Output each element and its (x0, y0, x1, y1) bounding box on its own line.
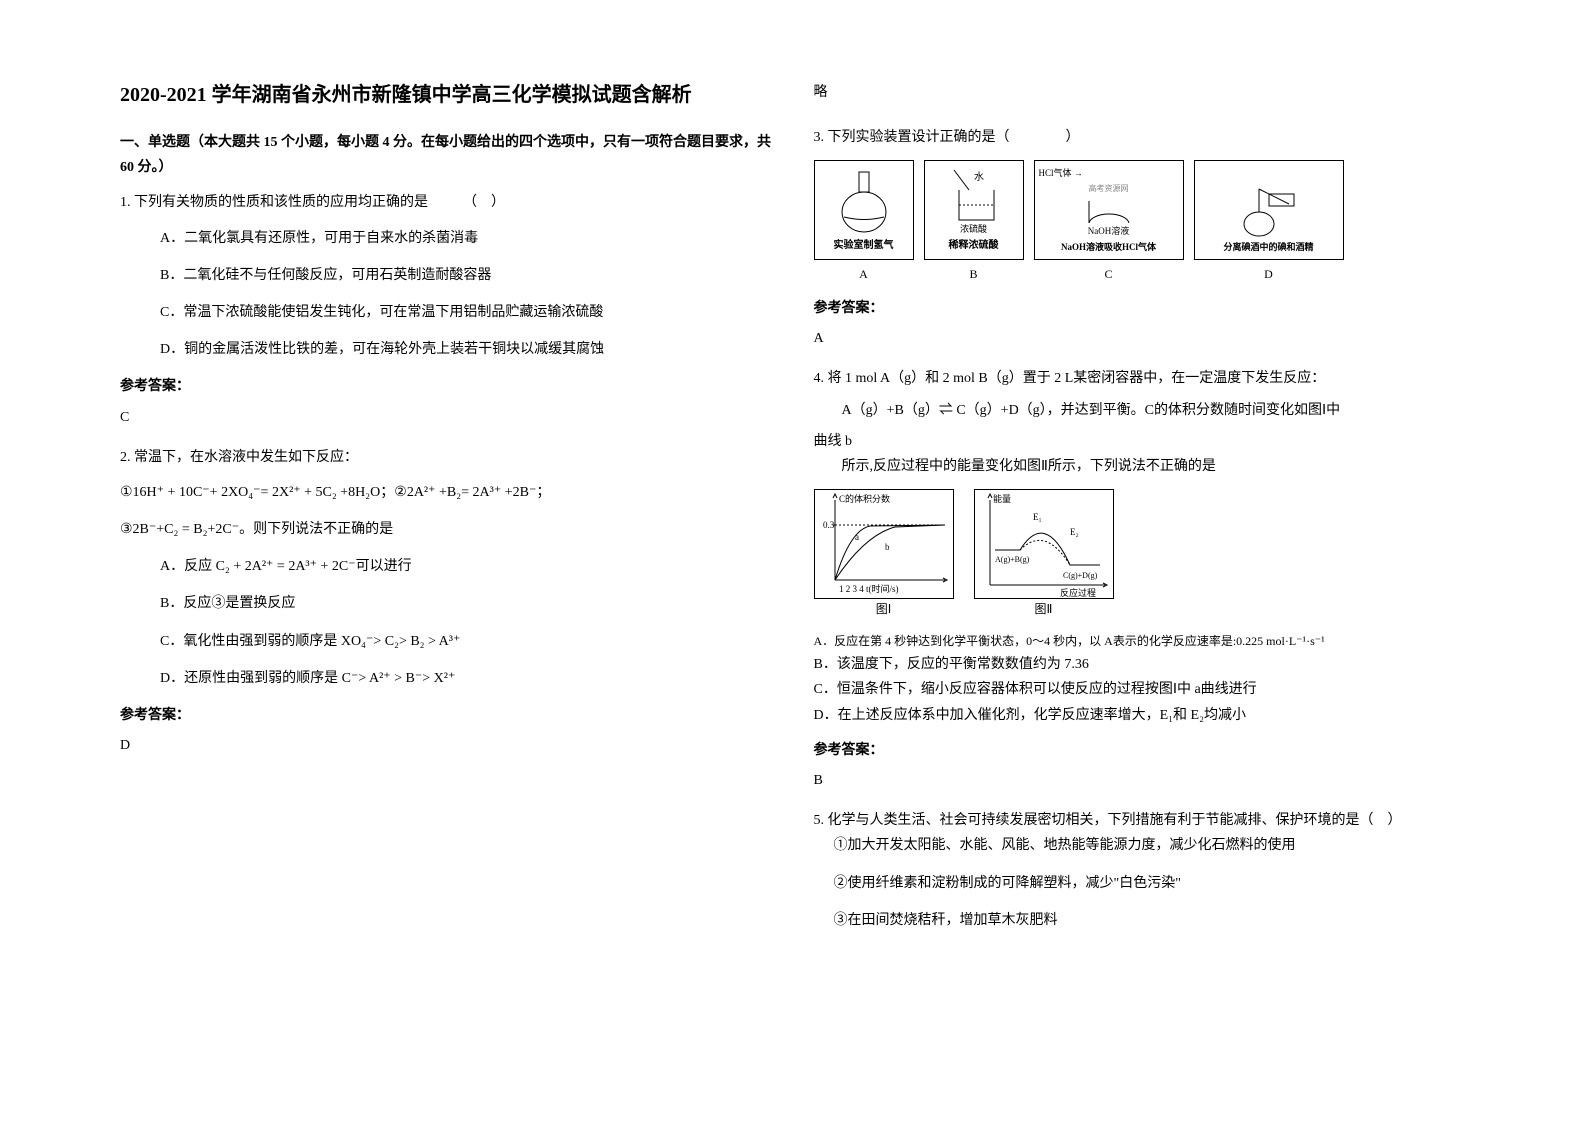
apparatus-a: 实验室制氢气 (814, 160, 914, 260)
q2-text: 2. 常温下，在水溶液中发生如下反应： (120, 445, 774, 470)
q2-eq2: ③2B⁻+C₂ = B₂+2C⁻。则下列说法不正确的是 (120, 517, 774, 542)
apparatus-b-wrap: 水 浓硫酸 稀释浓硫酸 B (924, 160, 1024, 286)
exam-title: 2020-2021 学年湖南省永州市新隆镇中学高三化学模拟试题含解析 (120, 80, 774, 110)
distill-icon (1239, 169, 1299, 239)
q4-opt-b: B．该温度下，反应的平衡常数数值约为 7.36 (814, 652, 1468, 677)
app-b-label: B (924, 264, 1024, 286)
chart1: C的体积分数 0.3 a b 1 2 3 4 t(时间/s) (814, 489, 954, 599)
question-5: 5. 化学与人类生活、社会可持续发展密切相关，下列措施有利于节能减排、保护环境的… (814, 808, 1468, 933)
q2-opt-b: B．反应③是置换反应 (160, 591, 774, 616)
apparatus-d-wrap: 分离碘酒中的碘和酒精 D (1194, 160, 1344, 286)
q1-text: 1. 下列有关物质的性质和该性质的应用均正确的是 （ ） (120, 190, 774, 215)
beaker-icon: 水 (934, 165, 1014, 221)
q4-answer-label: 参考答案： (814, 738, 1468, 763)
apparatus-d: 分离碘酒中的碘和酒精 (1194, 160, 1344, 260)
q4-opt-d: D．在上述反应体系中加入催化剂，化学反应速率增大，E₁和 E₂均减小 (814, 703, 1468, 728)
flask-icon (834, 167, 894, 237)
q3-text: 3. 下列实验装置设计正确的是（ ） (814, 125, 1468, 150)
app-c-res: 高考资源网 (1089, 182, 1129, 196)
svg-text:C的体积分数: C的体积分数 (839, 493, 890, 504)
q1-opt-b: B．二氧化硅不与任何酸反应，可用石英制造耐酸容器 (160, 263, 774, 288)
question-1: 1. 下列有关物质的性质和该性质的应用均正确的是 （ ） A．二氧化氯具有还原性… (120, 190, 774, 429)
svg-text:E₂: E₂ (1070, 527, 1079, 537)
app-c-gas: HCl气体 (1039, 168, 1072, 178)
app-a-label: A (814, 264, 914, 286)
q4-text3: 所示,反应过程中的能量变化如图Ⅱ所示，下列说法不正确的是 (814, 454, 1468, 479)
app-c-label: C (1034, 264, 1184, 286)
app-b-name: 稀释浓硫酸 (949, 237, 999, 255)
chart1-svg: C的体积分数 0.3 a b 1 2 3 4 t(时间/s) (815, 490, 955, 600)
chart2: 能量 E₁ E₂ A(g)+B(g) C(g)+D(g) 反应过程 (974, 489, 1114, 599)
q4-opt-c: C．恒温条件下，缩小反应容器体积可以使反应的过程按图Ⅰ中 a曲线进行 (814, 677, 1468, 702)
chart2-wrap: 能量 E₁ E₂ A(g)+B(g) C(g)+D(g) 反应过程 图Ⅱ (974, 489, 1114, 621)
q2-note: 略 (814, 80, 1468, 105)
q3-diagrams: 实验室制氢气 A 水 浓硫酸 稀释浓硫酸 B (814, 160, 1468, 286)
q1-opt-d: D．铜的金属活泼性比铁的差，可在海轮外壳上装若干铜块以减缓其腐蚀 (160, 337, 774, 362)
app-d-label: D (1194, 264, 1344, 286)
app-c-name: NaOH溶液吸收HCl气体 (1061, 239, 1156, 255)
svg-text:能量: 能量 (993, 493, 1011, 504)
q2-answer-label: 参考答案： (120, 703, 774, 728)
q5-opt3: ③在田间焚烧秸秆，增加草木灰肥料 (834, 908, 1468, 933)
chart1-label: 图Ⅰ (814, 599, 954, 621)
q4-text2: 曲线 b (814, 429, 1468, 454)
chart1-wrap: C的体积分数 0.3 a b 1 2 3 4 t(时间/s) 图Ⅰ (814, 489, 954, 621)
q2-opt-d: D．还原性由强到弱的顺序是 C⁻> A²⁺ > B⁻> X²⁺ (160, 666, 774, 691)
app-d-name: 分离碘酒中的碘和酒精 (1223, 239, 1313, 255)
q1-answer-label: 参考答案： (120, 374, 774, 399)
svg-text:0.3: 0.3 (823, 520, 835, 530)
app-a-name: 实验室制氢气 (834, 237, 894, 255)
q1-answer: C (120, 405, 774, 430)
q3-answer: A (814, 326, 1468, 351)
section-header: 一、单选题（本大题共 15 个小题，每小题 4 分。在每小题给出的四个选项中，只… (120, 130, 774, 180)
question-3: 3. 下列实验装置设计正确的是（ ） 实验室制氢气 A 水 (814, 125, 1468, 351)
q2-answer: D (120, 733, 774, 758)
q2-eq1: ①16H⁺ + 10C⁻+ 2XO₄⁻= 2X²⁺ + 5C₂ +8H₂O；②2… (120, 480, 774, 505)
svg-text:b: b (885, 542, 890, 552)
svg-text:E₁: E₁ (1033, 512, 1042, 522)
chart2-svg: 能量 E₁ E₂ A(g)+B(g) C(g)+D(g) 反应过程 (975, 490, 1115, 600)
q5-opt2: ②使用纤维素和淀粉制成的可降解塑料，减少"白色污染" (834, 871, 1468, 896)
svg-text:a: a (855, 532, 859, 542)
svg-text:水: 水 (974, 171, 984, 183)
apparatus-c-wrap: HCl气体 → 高考资源网 NaOH溶液 NaOH溶液吸收HCl气体 C (1034, 160, 1184, 286)
apparatus-a-wrap: 实验室制氢气 A (814, 160, 914, 286)
app-c-sol: NaOH溶液 (1088, 223, 1130, 239)
question-2: 2. 常温下，在水溶液中发生如下反应： ①16H⁺ + 10C⁻+ 2XO₄⁻=… (120, 445, 774, 759)
question-4: 4. 将 1 mol A（g）和 2 mol B（g）置于 2 L某密闭容器中，… (814, 366, 1468, 793)
q4-charts: C的体积分数 0.3 a b 1 2 3 4 t(时间/s) 图Ⅰ (814, 489, 1468, 621)
chart2-label: 图Ⅱ (974, 599, 1114, 621)
svg-text:C(g)+D(g): C(g)+D(g) (1063, 571, 1098, 580)
q3-answer-label: 参考答案： (814, 296, 1468, 321)
svg-text:反应过程: 反应过程 (1060, 587, 1096, 598)
q4-opt-a: A．反应在第 4 秒钟达到化学平衡状态，0～4 秒内，以 A表示的化学反应速率是… (814, 631, 1468, 653)
q5-text: 5. 化学与人类生活、社会可持续发展密切相关，下列措施有利于节能减排、保护环境的… (814, 808, 1468, 833)
app-b-sub: 浓硫酸 (960, 221, 987, 237)
apparatus-b: 水 浓硫酸 稀释浓硫酸 (924, 160, 1024, 260)
q5-opt1: ①加大开发太阳能、水能、风能、地热能等能源力度，减少化石燃料的使用 (834, 833, 1468, 858)
q1-opt-a: A．二氧化氯具有还原性，可用于自来水的杀菌消毒 (160, 226, 774, 251)
q1-opt-c: C．常温下浓硫酸能使铝发生钝化，可在常温下用铝制品贮藏运输浓硫酸 (160, 300, 774, 325)
apparatus-c: HCl气体 → 高考资源网 NaOH溶液 NaOH溶液吸收HCl气体 (1034, 160, 1184, 260)
q4-eq: A（g）+B（g）⇌ C（g）+D（g），并达到平衡。C的体积分数随时间变化如图… (814, 398, 1468, 423)
q2-opt-a: A．反应 C₂ + 2A²⁺ = 2A³⁺ + 2C⁻可以进行 (160, 554, 774, 579)
tube-flask-icon (1079, 196, 1139, 223)
svg-text:1 2 3 4 t(时间/s): 1 2 3 4 t(时间/s) (839, 583, 899, 594)
q4-text1: 4. 将 1 mol A（g）和 2 mol B（g）置于 2 L某密闭容器中，… (814, 366, 1468, 391)
q2-opt-c: C．氧化性由强到弱的顺序是 XO₄⁻> C₂> B₂ > A³⁺ (160, 629, 774, 654)
q4-answer: B (814, 768, 1468, 793)
svg-text:A(g)+B(g): A(g)+B(g) (995, 555, 1030, 564)
